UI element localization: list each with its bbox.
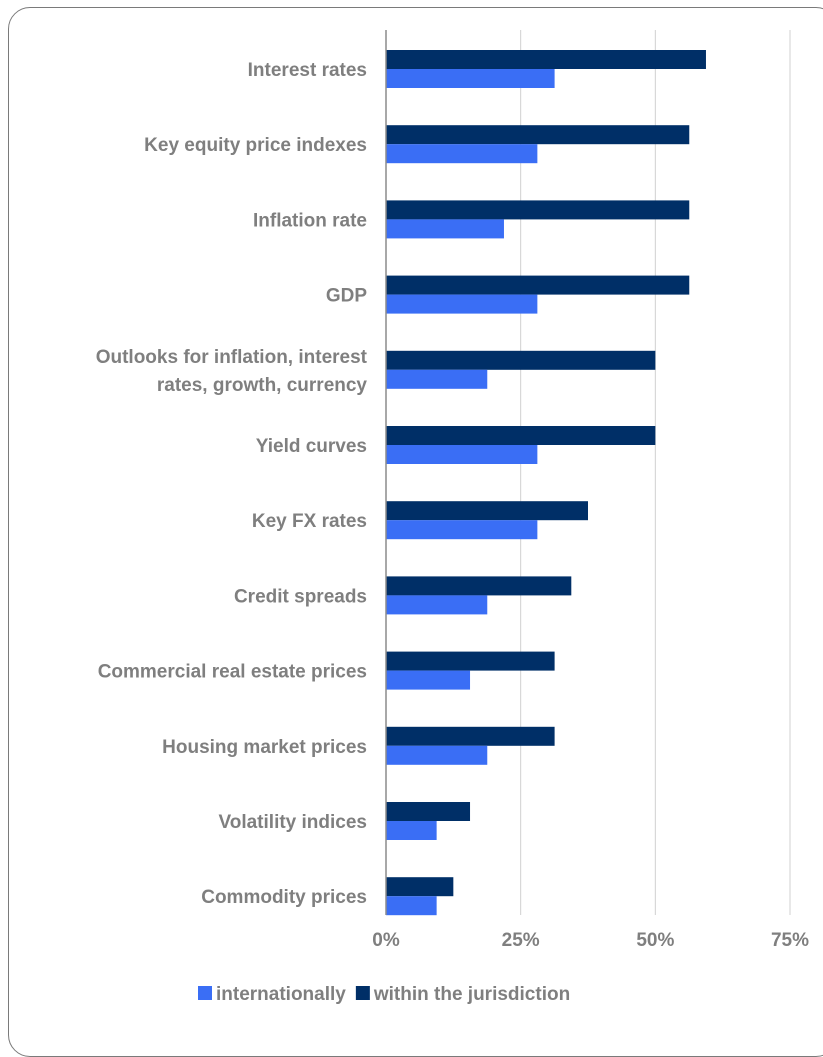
category-label-6: Key FX rates: [252, 511, 367, 532]
bar-international-8: [386, 670, 471, 690]
bar-international-3: [386, 294, 538, 314]
category-label-5: Yield curves: [256, 436, 367, 457]
bar-within-2: [386, 200, 690, 220]
x-tick-label-1: 25%: [502, 930, 540, 951]
x-tick-label-2: 50%: [636, 930, 674, 951]
bar-within-3: [386, 275, 690, 295]
bar-international-2: [386, 219, 504, 239]
bar-within-10: [386, 802, 471, 821]
category-label-7: Credit spreads: [234, 586, 367, 607]
bar-international-0: [386, 69, 555, 88]
bar-international-7: [386, 595, 488, 615]
bar-within-7: [386, 576, 572, 596]
bar-international-10: [386, 821, 437, 840]
bar-within-5: [386, 426, 656, 445]
x-tick-label-0: 0%: [372, 930, 400, 951]
bar-international-1: [386, 144, 538, 164]
x-tick-label-3: 75%: [771, 930, 809, 951]
bar-international-9: [386, 745, 488, 765]
bar-within-9: [386, 726, 555, 746]
category-label-10: Volatility indices: [218, 812, 367, 833]
legend-swatch-0: [198, 986, 212, 1000]
bar-within-1: [386, 125, 690, 145]
bar-international-11: [386, 896, 437, 916]
bar-within-4: [386, 350, 656, 370]
legend-label-0: internationally: [216, 984, 346, 1005]
category-label-11: Commodity prices: [201, 887, 367, 908]
category-label-2: Inflation rate: [253, 210, 367, 231]
category-label-4-line-1: rates, growth, currency: [157, 375, 368, 396]
category-label-0: Interest rates: [248, 60, 367, 81]
category-label-4-line-0: Outlooks for inflation, interest: [96, 347, 368, 368]
bar-international-6: [386, 520, 538, 540]
bar-within-8: [386, 651, 555, 671]
bar-within-6: [386, 501, 588, 521]
category-label-8: Commercial real estate prices: [98, 662, 367, 683]
bar-international-5: [386, 445, 538, 464]
bar-international-4: [386, 369, 488, 389]
category-label-3: GDP: [326, 286, 368, 307]
category-label-1: Key equity price indexes: [144, 135, 367, 156]
legend-swatch-1: [355, 986, 370, 1000]
category-label-9: Housing market prices: [162, 737, 367, 758]
bar-within-11: [386, 877, 454, 897]
legend-label-1: within the jurisdiction: [373, 984, 570, 1005]
bar-within-0: [386, 50, 706, 69]
